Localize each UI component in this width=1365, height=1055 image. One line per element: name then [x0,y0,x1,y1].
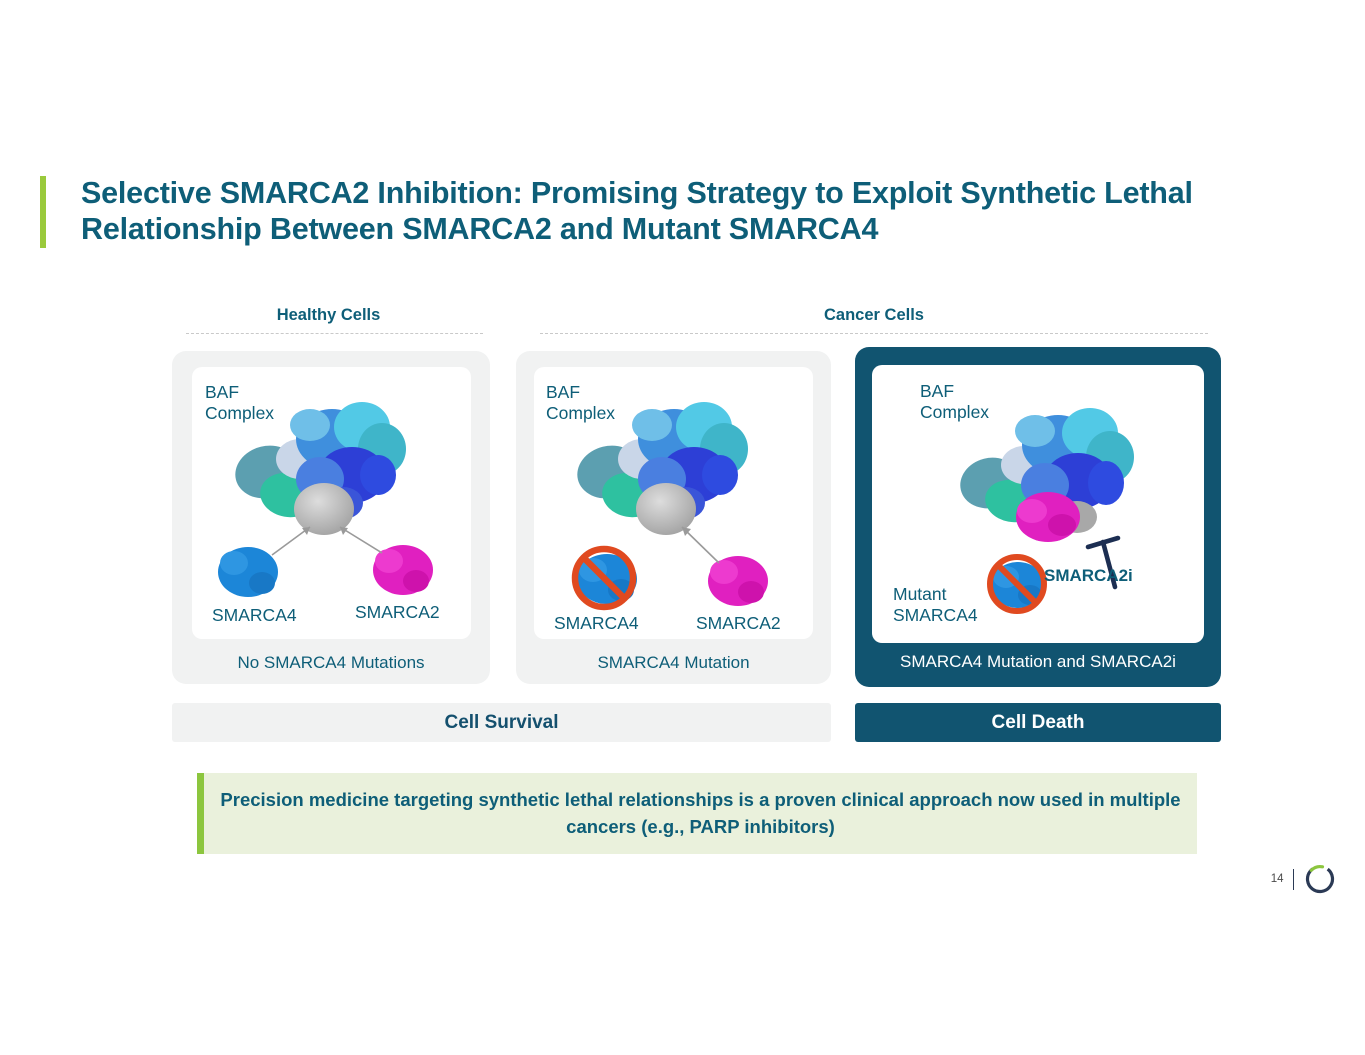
panel-caption-mutation: SMARCA4 Mutation [597,653,750,672]
smarca2-label-healthy: SMARCA2 [355,602,440,622]
callout-text: Precision medicine targeting synthetic l… [220,788,1181,837]
title-accent-bar [40,176,46,248]
section-divider-healthy [186,333,483,334]
panel-caption-smarca2i: SMARCA4 Mutation and SMARCA2i [900,652,1176,671]
smarca4-blob-healthy [218,547,278,597]
section-header-healthy-cells: Healthy Cells [276,306,381,324]
callout-accent-bar [197,773,204,854]
smarca2i-label: SMARCA2i [1044,566,1133,585]
section-header-cancer-cells: Cancer Cells [824,306,924,324]
smarca4-label-healthy: SMARCA4 [212,605,297,625]
inhibition-tbar-icon [1085,535,1121,590]
baf-complex-label-smarca2i: BAF Complex [920,381,990,423]
baf-complex-label-mutation: BAF Complex [546,382,616,424]
page-title: Selective SMARCA2 Inhibition: Promising … [81,176,1193,246]
baf-complex-label-healthy: BAF Complex [205,382,275,424]
smarca2-blob-healthy [373,545,433,595]
prohibition-icon-smarca4-mutation [571,545,637,611]
section-divider-cancer [540,333,1208,334]
baf-complex-diagram-mutation [571,402,768,611]
company-logo-icon [1305,864,1335,894]
page-title-block: Selective SMARCA2 Inhibition: Promising … [40,176,1250,248]
prohibition-icon-mutant-smarca4 [987,554,1047,614]
smarca2-label-mutation: SMARCA2 [696,613,781,633]
footer: 14 [1271,862,1337,896]
mutant-smarca4-label: Mutant SMARCA4 [893,584,978,626]
smarca2-blob-docked [1016,492,1080,542]
page-number: 14 [1270,873,1284,885]
baf-complex-diagram-smarca2i [960,408,1134,614]
outcome-bar-cell-survival: Cell Survival [172,703,831,742]
smarca2-blob-mutation [708,556,768,606]
outcome-bar-cell-death: Cell Death [855,703,1221,742]
baf-complex-diagram-healthy [218,402,433,597]
footer-divider [1292,868,1294,890]
smarca4-label-mutation: SMARCA4 [554,613,639,633]
panel-caption-healthy: No SMARCA4 Mutations [237,653,425,672]
callout-box: Precision medicine targeting synthetic l… [197,773,1197,854]
